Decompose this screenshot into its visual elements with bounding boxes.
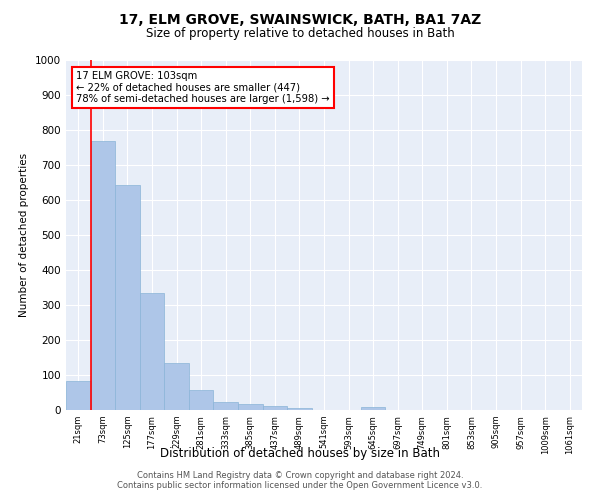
Bar xyxy=(189,390,214,410)
Text: Contains HM Land Registry data © Crown copyright and database right 2024.
Contai: Contains HM Land Registry data © Crown c… xyxy=(118,470,482,490)
Bar xyxy=(214,402,238,410)
Bar xyxy=(361,407,385,410)
Text: 17 ELM GROVE: 103sqm
← 22% of detached houses are smaller (447)
78% of semi-deta: 17 ELM GROVE: 103sqm ← 22% of detached h… xyxy=(76,70,330,104)
Bar xyxy=(115,185,140,410)
Bar xyxy=(238,404,263,410)
Text: Distribution of detached houses by size in Bath: Distribution of detached houses by size … xyxy=(160,448,440,460)
Bar xyxy=(91,140,115,410)
Bar xyxy=(164,364,189,410)
Text: Size of property relative to detached houses in Bath: Size of property relative to detached ho… xyxy=(146,28,454,40)
Bar xyxy=(263,406,287,410)
Bar xyxy=(287,408,312,410)
Y-axis label: Number of detached properties: Number of detached properties xyxy=(19,153,29,317)
Bar xyxy=(66,381,91,410)
Text: 17, ELM GROVE, SWAINSWICK, BATH, BA1 7AZ: 17, ELM GROVE, SWAINSWICK, BATH, BA1 7AZ xyxy=(119,12,481,26)
Bar xyxy=(140,294,164,410)
